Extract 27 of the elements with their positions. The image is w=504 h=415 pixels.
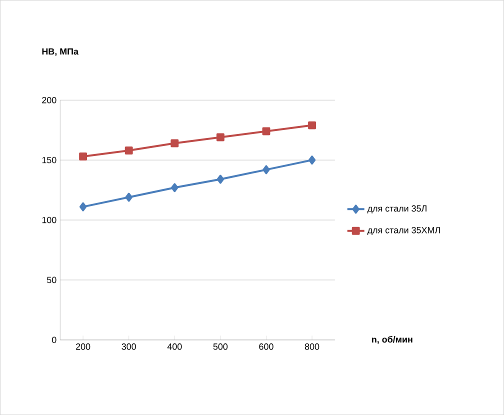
x-tick-label: 200 (76, 343, 90, 350)
point (171, 183, 178, 192)
x-tick-label: 800 (304, 343, 320, 350)
x-tick-label: 500 (213, 343, 228, 350)
point (262, 165, 270, 174)
y-tick-label: 50 (47, 276, 56, 284)
legend-label: для стали 35Л (367, 205, 426, 214)
x-axis-title: n, об/мин (372, 336, 412, 344)
point (308, 121, 316, 130)
y-tick-label: 0 (52, 336, 56, 344)
y-tick-label: 200 (42, 96, 56, 104)
y-tick-label: 150 (42, 156, 56, 164)
point (170, 139, 179, 148)
y-axis-title: HB, МПа (42, 48, 79, 56)
point (79, 152, 88, 160)
point (216, 174, 224, 184)
point (79, 202, 87, 212)
x-tick-label: 300 (122, 343, 136, 350)
point (262, 127, 270, 136)
x-tick-label: 400 (167, 343, 182, 350)
y-tick-label: 100 (42, 216, 56, 224)
point (124, 146, 133, 154)
point (308, 156, 316, 165)
x-tick-label: 600 (259, 343, 274, 350)
legend-label: для стали 35ХМЛ (367, 226, 440, 235)
point (125, 192, 132, 202)
point (216, 133, 224, 142)
